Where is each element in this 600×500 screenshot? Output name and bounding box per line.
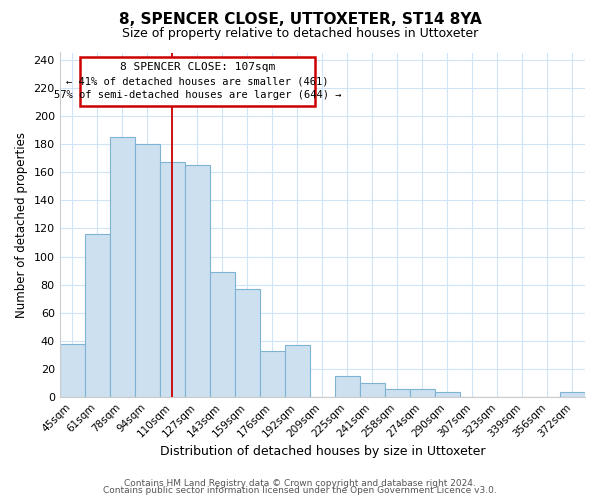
Text: Size of property relative to detached houses in Uttoxeter: Size of property relative to detached ho… bbox=[122, 28, 478, 40]
Bar bbox=[285, 345, 310, 397]
Bar bbox=[335, 376, 360, 397]
Bar bbox=[160, 162, 185, 397]
Bar bbox=[435, 392, 460, 397]
Y-axis label: Number of detached properties: Number of detached properties bbox=[15, 132, 28, 318]
FancyBboxPatch shape bbox=[80, 56, 315, 106]
Bar bbox=[110, 137, 135, 397]
Text: Contains public sector information licensed under the Open Government Licence v3: Contains public sector information licen… bbox=[103, 486, 497, 495]
Text: Contains HM Land Registry data © Crown copyright and database right 2024.: Contains HM Land Registry data © Crown c… bbox=[124, 478, 476, 488]
Bar bbox=[410, 389, 435, 397]
Bar bbox=[135, 144, 160, 397]
Text: ← 41% of detached houses are smaller (461): ← 41% of detached houses are smaller (46… bbox=[66, 76, 329, 86]
Bar bbox=[235, 289, 260, 397]
Bar bbox=[560, 392, 585, 397]
Bar bbox=[59, 344, 85, 397]
Bar bbox=[210, 272, 235, 397]
Bar bbox=[360, 383, 385, 397]
Bar bbox=[185, 165, 210, 397]
Text: 8 SPENCER CLOSE: 107sqm: 8 SPENCER CLOSE: 107sqm bbox=[119, 62, 275, 72]
Bar bbox=[385, 389, 410, 397]
Text: 57% of semi-detached houses are larger (644) →: 57% of semi-detached houses are larger (… bbox=[53, 90, 341, 101]
Bar bbox=[260, 351, 285, 397]
X-axis label: Distribution of detached houses by size in Uttoxeter: Distribution of detached houses by size … bbox=[160, 444, 485, 458]
Bar bbox=[85, 234, 110, 397]
Text: 8, SPENCER CLOSE, UTTOXETER, ST14 8YA: 8, SPENCER CLOSE, UTTOXETER, ST14 8YA bbox=[119, 12, 481, 28]
